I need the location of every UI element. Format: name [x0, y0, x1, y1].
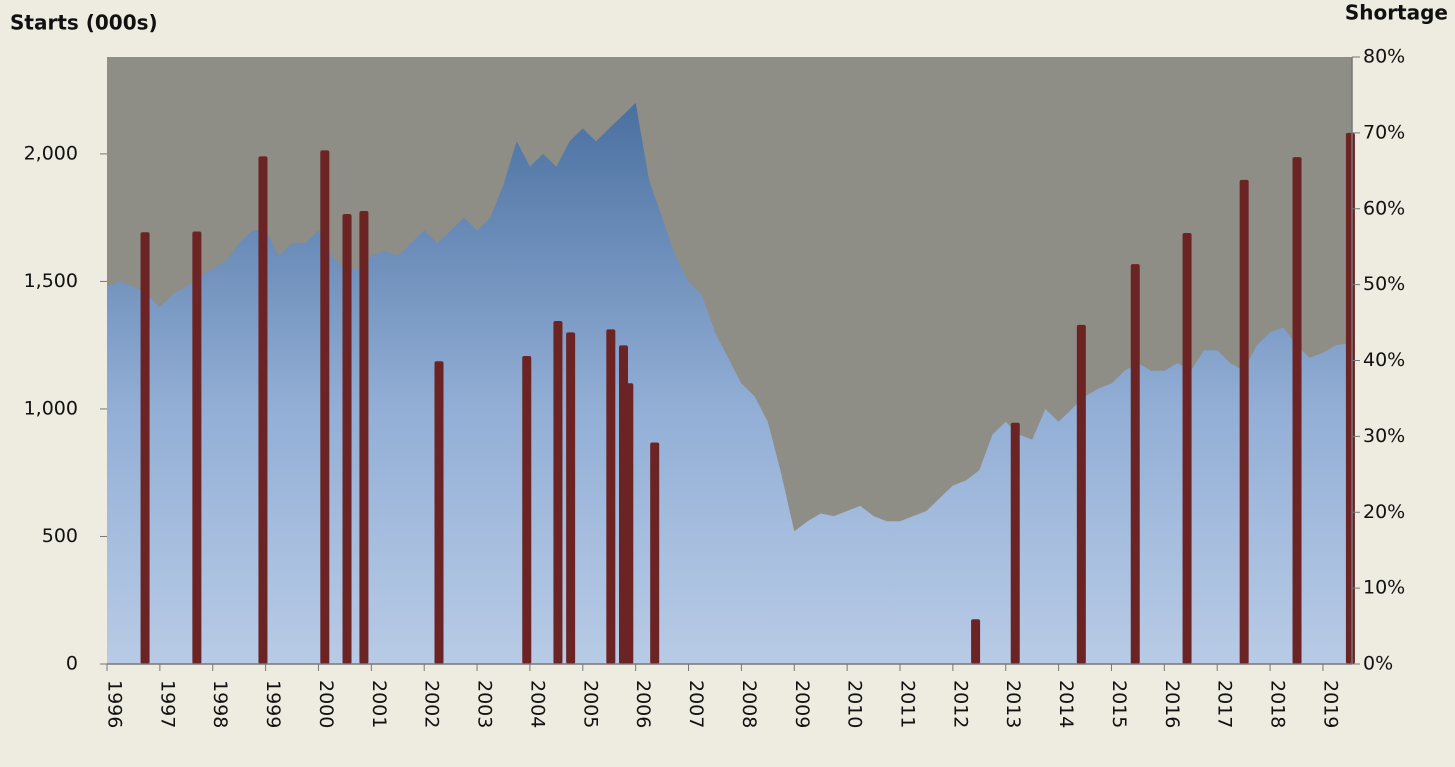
x-tick-label: 1998: [209, 680, 231, 728]
bar: [1345, 132, 1355, 664]
y-tick-label: 500: [42, 525, 78, 547]
y2-tick-label: 30%: [1363, 425, 1405, 447]
x-tick-label: 2008: [738, 680, 760, 728]
bar: [342, 214, 352, 664]
x-tick-label: 2001: [368, 680, 390, 728]
x-tick-label: 1997: [156, 680, 178, 728]
area: [107, 102, 1352, 664]
x-tick-label: 2007: [685, 680, 707, 728]
y2-tick-label: 0%: [1363, 653, 1393, 675]
bar: [359, 211, 369, 664]
x-tick-label: 2019: [1319, 680, 1341, 728]
bar: [140, 232, 150, 665]
y-tick-label: 1,500: [24, 270, 78, 292]
x-tick-label: 2004: [526, 680, 548, 728]
bar: [650, 442, 660, 664]
x-tick-label: 2002: [421, 680, 443, 728]
x-tick-label: 2011: [896, 680, 918, 728]
bar: [1182, 233, 1192, 664]
y2-tick-label: 10%: [1363, 577, 1405, 599]
x-tick-label: 2018: [1267, 680, 1289, 728]
x-tick-label: 1996: [104, 680, 126, 728]
bar: [566, 332, 576, 664]
y2-tick-label: 40%: [1363, 349, 1405, 371]
bar: [192, 231, 202, 664]
chart-title: Starts (000s): [10, 11, 158, 35]
bar: [971, 619, 981, 664]
y2-tick-label: 60%: [1363, 197, 1405, 219]
y-tick-label: 1,000: [24, 397, 78, 419]
y-tick-label: 2,000: [24, 142, 78, 164]
x-tick-label: 2005: [579, 680, 601, 728]
bar: [553, 321, 563, 664]
x-tick-label: 2017: [1214, 680, 1236, 728]
bar: [1076, 324, 1086, 664]
bar: [258, 156, 268, 665]
x-tick-label: 2010: [844, 680, 866, 728]
bar: [624, 383, 634, 664]
x-tick-label: 1999: [262, 680, 284, 728]
y2-tick-label: 20%: [1363, 501, 1405, 523]
y-tick-label: 0: [66, 653, 78, 675]
x-tick-label: 2006: [632, 680, 654, 728]
bar: [1239, 179, 1249, 665]
bar: [320, 150, 330, 665]
y2-axis-title: Shortage: [1345, 1, 1448, 25]
x-tick-label: 2003: [474, 680, 496, 728]
bar: [1010, 422, 1020, 664]
x-tick-label: 2000: [315, 680, 337, 728]
x-tick-label: 2015: [1108, 680, 1130, 728]
x-tick-label: 2016: [1161, 680, 1183, 728]
y2-tick-label: 70%: [1363, 121, 1405, 143]
bar: [434, 361, 444, 664]
y2-tick-label: 50%: [1363, 273, 1405, 295]
y2-tick-label: 80%: [1363, 46, 1405, 68]
bar: [522, 355, 532, 664]
x-tick-label: 2014: [1055, 680, 1077, 728]
bar: [1130, 264, 1140, 664]
x-tick-label: 2009: [791, 680, 813, 728]
bar: [606, 329, 616, 664]
x-tick-label: 2012: [949, 680, 971, 728]
x-tick-label: 2013: [1002, 680, 1024, 728]
bar: [1292, 157, 1302, 664]
